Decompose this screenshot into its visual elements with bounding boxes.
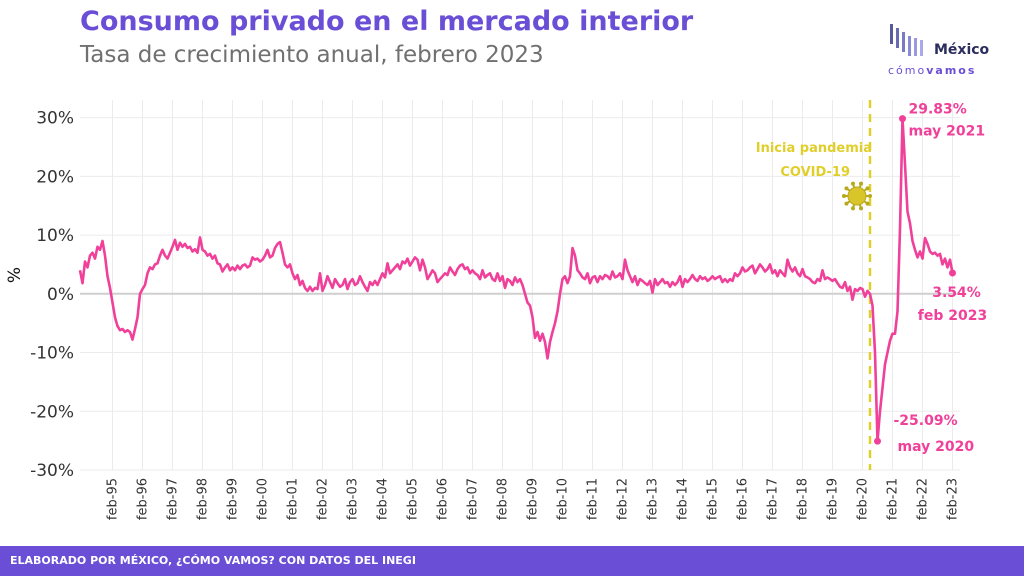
x-tick-label: feb-10 xyxy=(556,478,571,520)
trough-value-label: -25.09% xyxy=(894,413,958,429)
y-tick-label: -20% xyxy=(30,402,74,422)
annotations-layer: 29.83% may 2021 -25.09% may 2020 3.54% feb 20… xyxy=(874,102,987,455)
x-tick-label: feb-19 xyxy=(826,478,841,520)
trough-point xyxy=(874,437,881,445)
x-tick-label: feb-20 xyxy=(856,478,871,520)
logo-tag-prefix: cómo xyxy=(888,64,927,77)
last-point xyxy=(949,269,956,277)
x-tick-label: feb-11 xyxy=(586,478,601,520)
logo-tag-suffix: vamos xyxy=(926,64,977,77)
peak-value-label: 29.83% xyxy=(909,102,967,118)
grid xyxy=(80,100,960,471)
x-tick-label: feb-14 xyxy=(676,478,691,520)
x-tick-label: feb-06 xyxy=(436,478,451,520)
logo-tagline: cómovamos xyxy=(888,64,976,77)
x-tick-label: feb-09 xyxy=(526,478,541,520)
x-tick-label: feb-22 xyxy=(916,478,931,520)
chart-subtitle: Tasa de crecimiento anual, febrero 2023 xyxy=(80,42,544,68)
last-value-label: 3.54% xyxy=(932,285,981,301)
x-tick-label: feb-02 xyxy=(316,478,331,520)
x-tick-label: feb-15 xyxy=(706,478,721,520)
y-axis: 30% 20% 10% 0% -10% -20% -30%% xyxy=(5,109,74,481)
x-tick-label: feb-01 xyxy=(286,478,301,520)
consumption-growth-line xyxy=(78,117,954,443)
x-tick-label: feb-12 xyxy=(616,478,631,520)
series-layer xyxy=(78,117,954,443)
x-tick-label: feb-08 xyxy=(496,478,511,520)
x-tick-label: feb-95 xyxy=(106,478,121,520)
y-axis-title: % xyxy=(5,267,25,283)
x-tick-label: feb-03 xyxy=(346,478,361,520)
peak-date-label: may 2021 xyxy=(909,124,986,140)
x-axis: feb-95 feb-96 feb-97 feb-98 feb-99 feb-00 feb-… xyxy=(106,478,961,520)
x-tick-label: feb-96 xyxy=(136,478,151,520)
consumption-growth-chart: 30%20%10%0%-10%-20%-30%% feb-95 feb-96 feb… xyxy=(5,100,987,520)
x-tick-label: feb-21 xyxy=(886,478,901,520)
x-tick-label: feb-00 xyxy=(256,478,271,520)
x-tick-label: feb-16 xyxy=(736,478,751,520)
mexico-como-vamos-logo: México cómovamos xyxy=(888,22,1008,82)
virus-icon xyxy=(842,181,872,211)
y-tick-label: 20% xyxy=(36,167,74,187)
x-tick-label: feb-99 xyxy=(226,478,241,520)
x-tick-label: feb-13 xyxy=(646,478,661,520)
trough-date-label: may 2020 xyxy=(898,439,975,455)
footer-bar: ELABORADO POR MÉXICO, ¿CÓMO VAMOS? CON D… xyxy=(0,546,1024,576)
x-tick-label: feb-97 xyxy=(166,478,181,520)
footer-credit: ELABORADO POR MÉXICO, ¿CÓMO VAMOS? CON D… xyxy=(10,554,416,567)
pandemic-label-line2: COVID-19 xyxy=(780,165,850,180)
logo-bars-icon xyxy=(890,24,923,56)
y-tick-label: 10% xyxy=(36,226,74,246)
y-tick-label: -10% xyxy=(30,344,74,364)
y-tick-label: 0% xyxy=(47,285,74,305)
x-tick-label: feb-23 xyxy=(946,478,961,520)
y-tick-label: -30% xyxy=(30,461,74,481)
y-tick-label: 30% xyxy=(36,109,74,129)
pandemic-event: Inicia pandemia COVID-19 xyxy=(756,100,872,470)
x-tick-label: feb-05 xyxy=(406,478,421,520)
x-tick-label: feb-98 xyxy=(196,478,211,520)
x-tick-label: feb-07 xyxy=(466,478,481,520)
x-tick-label: feb-17 xyxy=(766,478,781,520)
chart-title: Consumo privado en el mercado interior xyxy=(80,6,694,37)
last-date-label: feb 2023 xyxy=(918,308,987,324)
x-tick-label: feb-18 xyxy=(796,478,811,520)
logo-name: México xyxy=(934,42,990,58)
x-tick-label: feb-04 xyxy=(376,478,391,520)
peak-point xyxy=(899,115,906,123)
pandemic-label-line1: Inicia pandemia xyxy=(756,141,872,156)
